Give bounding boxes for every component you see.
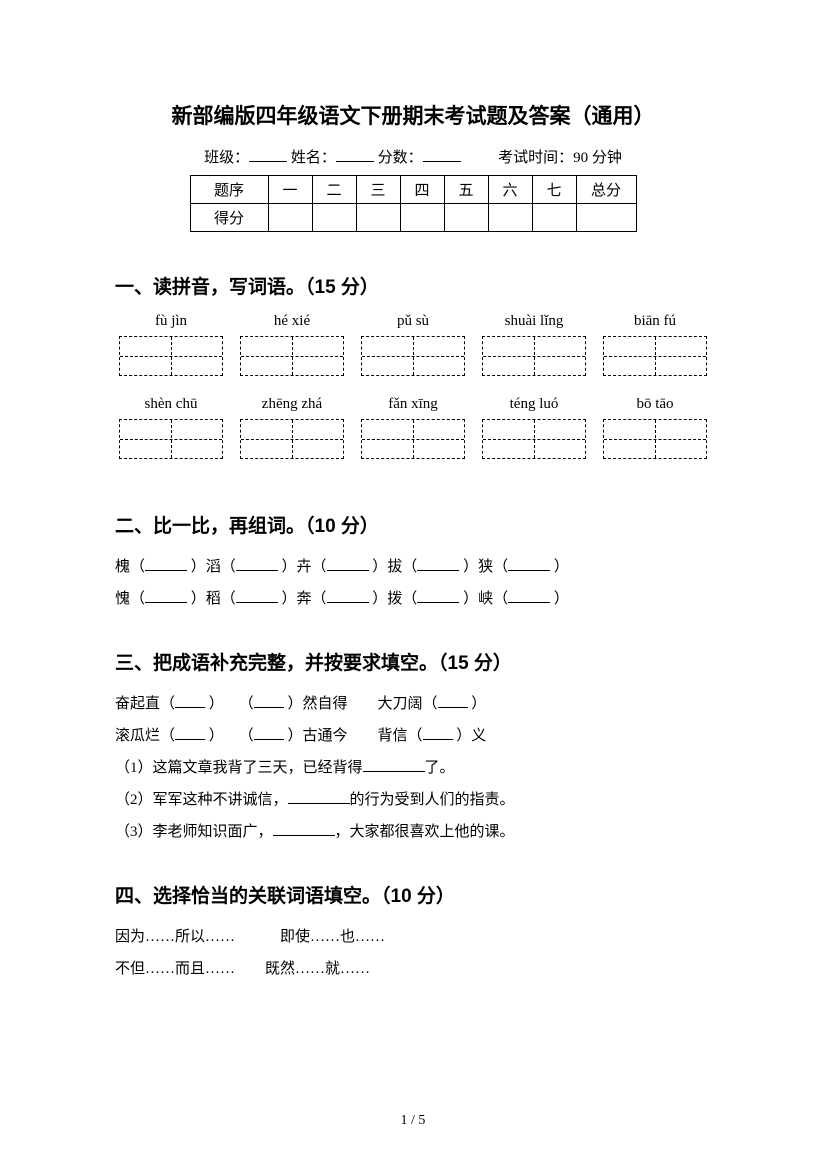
pinyin: bō tāo — [603, 396, 707, 413]
section4-l1: 因为……所以…… 即使……也…… — [115, 922, 711, 952]
score-cell[interactable] — [268, 204, 312, 232]
char-box[interactable] — [361, 419, 465, 459]
section2-line1: 槐（ ）滔（ ）卉（ ）拔（ ）狭（ ） — [115, 552, 711, 582]
section2-heading: 二、比一比，再组词。（10 分） — [115, 511, 711, 538]
pinyin: shuài lǐng — [482, 313, 586, 330]
blank[interactable] — [254, 693, 284, 708]
blank[interactable] — [145, 588, 187, 603]
box-row — [115, 419, 711, 459]
score-cell[interactable] — [356, 204, 400, 232]
page-number: 1 / 5 — [0, 1113, 826, 1129]
blank[interactable] — [508, 556, 550, 571]
char-box[interactable] — [119, 419, 223, 459]
pinyin: fù jìn — [119, 313, 223, 330]
pinyin: téng luó — [482, 396, 586, 413]
page-title: 新部编版四年级语文下册期末考试题及答案（通用） — [115, 100, 711, 130]
class-label: 班级： — [204, 150, 249, 166]
section3-q3: （3）李老师知识面广，，大家都很喜欢上他的课。 — [115, 817, 711, 847]
col-1: 一 — [268, 176, 312, 204]
score-cell[interactable] — [444, 204, 488, 232]
score-cell[interactable] — [312, 204, 356, 232]
blank[interactable] — [327, 588, 369, 603]
section2-line2: 愧（ ）稻（ ）奔（ ）拨（ ）峡（ ） — [115, 584, 711, 614]
char-box[interactable] — [482, 419, 586, 459]
blank[interactable] — [508, 588, 550, 603]
pinyin: pǔ sù — [361, 313, 465, 330]
section3-l1: 奋起直（ ） （ ）然自得 大刀阔（ ） — [115, 689, 711, 719]
class-blank[interactable] — [249, 147, 287, 162]
col-2: 二 — [312, 176, 356, 204]
score-cell[interactable] — [400, 204, 444, 232]
pinyin: zhēng zhá — [240, 396, 344, 413]
table-row: 题序 一 二 三 四 五 六 七 总分 — [190, 176, 636, 204]
col-6: 六 — [488, 176, 532, 204]
score-label: 分数： — [378, 150, 423, 166]
pinyin-row: shèn chū zhēng zhá fǎn xīng téng luó bō … — [115, 396, 711, 413]
pinyin-row: fù jìn hé xié pǔ sù shuài lǐng biān fú — [115, 313, 711, 330]
col-total: 总分 — [576, 176, 636, 204]
blank[interactable] — [254, 725, 284, 740]
char-box[interactable] — [240, 336, 344, 376]
char-box[interactable] — [119, 336, 223, 376]
box-row — [115, 336, 711, 376]
score-row-label: 得分 — [190, 204, 268, 232]
section3-l2: 滚瓜烂（ ） （ ）古通今 背信（ ）义 — [115, 721, 711, 751]
blank[interactable] — [423, 725, 453, 740]
blank[interactable] — [175, 725, 205, 740]
pinyin: hé xié — [240, 313, 344, 330]
section4-l2: 不但……而且…… 既然……就…… — [115, 954, 711, 984]
score-blank[interactable] — [423, 147, 461, 162]
section4-heading: 四、选择恰当的关联词语填空。（10 分） — [115, 881, 711, 908]
col-5: 五 — [444, 176, 488, 204]
blank[interactable] — [145, 556, 187, 571]
blank[interactable] — [417, 556, 459, 571]
char-box[interactable] — [482, 336, 586, 376]
blank[interactable] — [288, 789, 350, 804]
section3-q1: （1）这篇文章我背了三天，已经背得了。 — [115, 753, 711, 783]
score-cell[interactable] — [532, 204, 576, 232]
blank[interactable] — [236, 556, 278, 571]
char-box[interactable] — [361, 336, 465, 376]
blank[interactable] — [236, 588, 278, 603]
name-blank[interactable] — [336, 147, 374, 162]
char-box[interactable] — [240, 419, 344, 459]
section1-heading: 一、读拼音，写词语。（15 分） — [115, 272, 711, 299]
blank[interactable] — [363, 757, 425, 772]
pinyin: fǎn xīng — [361, 396, 465, 413]
col-4: 四 — [400, 176, 444, 204]
info-line: 班级： 姓名： 分数： 考试时间：90 分钟 — [115, 146, 711, 167]
section3-heading: 三、把成语补充完整，并按要求填空。（15 分） — [115, 648, 711, 675]
blank[interactable] — [175, 693, 205, 708]
blank[interactable] — [327, 556, 369, 571]
blank[interactable] — [273, 821, 335, 836]
char-box[interactable] — [603, 336, 707, 376]
header-label: 题序 — [190, 176, 268, 204]
blank[interactable] — [438, 693, 468, 708]
section3-q2: （2）军军这种不讲诚信，的行为受到人们的指责。 — [115, 785, 711, 815]
table-row: 得分 — [190, 204, 636, 232]
score-table: 题序 一 二 三 四 五 六 七 总分 得分 — [190, 175, 637, 232]
score-cell[interactable] — [576, 204, 636, 232]
char-box[interactable] — [603, 419, 707, 459]
col-7: 七 — [532, 176, 576, 204]
score-cell[interactable] — [488, 204, 532, 232]
blank[interactable] — [417, 588, 459, 603]
name-label: 姓名： — [291, 150, 336, 166]
pinyin: biān fú — [603, 313, 707, 330]
pinyin: shèn chū — [119, 396, 223, 413]
time-label: 考试时间：90 分钟 — [498, 150, 622, 166]
col-3: 三 — [356, 176, 400, 204]
